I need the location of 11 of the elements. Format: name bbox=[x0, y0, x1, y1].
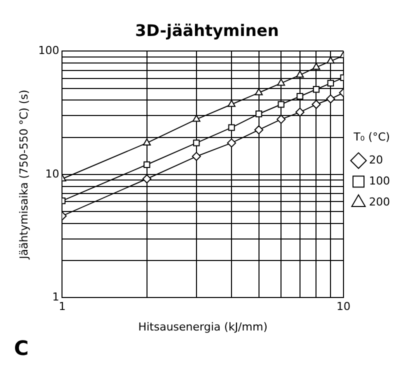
x-axis-title: Hitsausenergia (kJ/mm) bbox=[138, 320, 268, 334]
legend-label: 200 bbox=[369, 195, 390, 208]
chart-title: 3D-jäähtyminen bbox=[135, 20, 279, 40]
y-axis-title: Jäähtymisaika (750-550 °C) (s) bbox=[17, 90, 30, 260]
text: C bbox=[14, 336, 29, 360]
legend-title: T₀ (°C) bbox=[352, 130, 390, 144]
legend-label: 20 bbox=[369, 153, 384, 166]
y-tick-label: 100 bbox=[38, 44, 60, 58]
legend-label: 100 bbox=[369, 174, 390, 188]
y-tick-label: 10 bbox=[45, 167, 60, 180]
y-tick-label: 1 bbox=[52, 290, 60, 304]
